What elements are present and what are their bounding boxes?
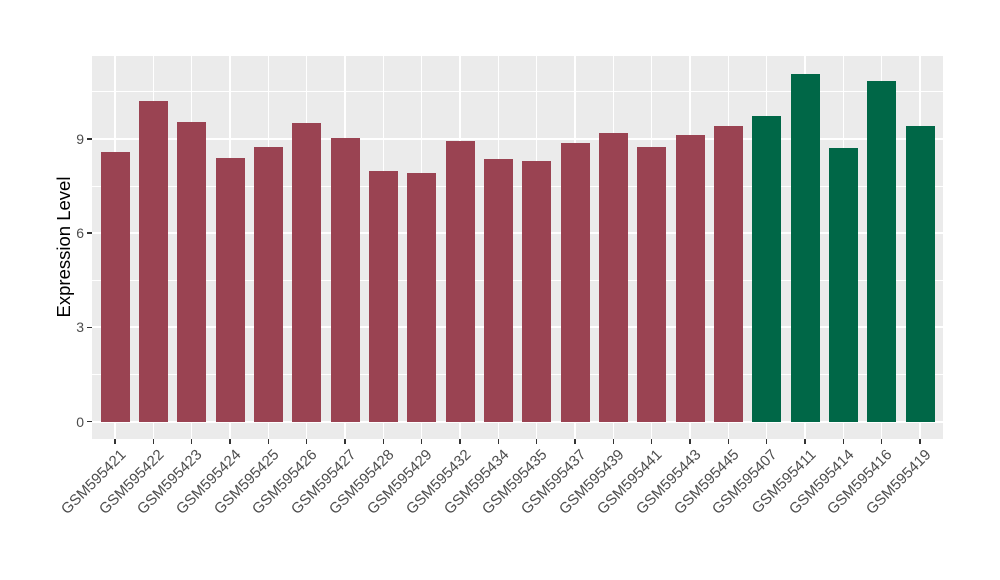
x-tick-mark [229,439,231,444]
x-tick-mark [612,439,615,444]
x-tick-mark [727,439,730,444]
bar-GSM595434 [483,159,513,422]
y-tick-label: 0 [76,413,84,430]
y-tick-mark [87,232,92,234]
y-tick-mark [87,138,92,140]
gridline-minor [92,91,943,93]
x-tick-mark [804,439,806,444]
bar-GSM595441 [637,147,667,422]
x-tick-mark [382,439,385,444]
bar-GSM595419 [905,125,935,422]
x-tick-mark [267,439,270,444]
bar-GSM595437 [560,142,590,422]
bar-GSM595428 [368,171,398,422]
gridline-major [92,420,943,423]
bar-GSM595439 [598,132,628,422]
x-tick-mark [574,439,576,444]
x-tick-mark [459,439,461,444]
gridline-major [92,137,943,140]
x-tick-mark [919,439,921,444]
bar-GSM595422 [138,100,168,422]
bar-GSM595432 [445,141,475,422]
y-tick-label: 6 [76,225,84,242]
x-tick-mark [152,439,155,444]
bar-GSM595423 [177,122,207,422]
x-tick-mark [497,439,500,444]
bar-GSM595425 [253,147,283,422]
y-tick-label: 9 [76,130,84,147]
bar-GSM595429 [407,172,437,422]
bar-GSM595421 [100,151,130,422]
y-tick-mark [87,420,92,423]
y-tick-label: 3 [76,319,84,336]
gridline-minor [92,185,943,187]
bar-GSM595426 [292,122,322,422]
bar-GSM595427 [330,138,360,422]
bar-GSM595414 [828,148,858,422]
x-tick-mark [190,439,193,444]
bar-GSM595416 [867,80,897,422]
y-axis-title: Expression Level [53,176,74,318]
gridline-minor [92,279,943,281]
bar-GSM595411 [790,73,820,422]
bar-GSM595445 [713,126,743,422]
x-tick-mark [765,439,768,444]
y-tick-mark [87,326,92,329]
x-tick-mark [114,439,116,444]
bar-GSM595435 [522,161,552,422]
x-tick-mark [842,439,845,444]
bar-GSM595443 [675,134,705,422]
bar-GSM595424 [215,158,245,422]
gridline-minor [92,374,943,376]
x-tick-mark [689,439,691,444]
gridline-major [92,232,943,235]
gridline-major [92,326,943,329]
x-tick-mark [344,439,346,444]
bar-GSM595407 [752,116,782,422]
x-tick-mark [535,439,538,444]
x-tick-mark [420,439,423,444]
x-tick-mark [880,439,883,444]
x-tick-mark [650,439,653,444]
x-tick-mark [305,439,308,444]
plot-panel [92,56,943,439]
